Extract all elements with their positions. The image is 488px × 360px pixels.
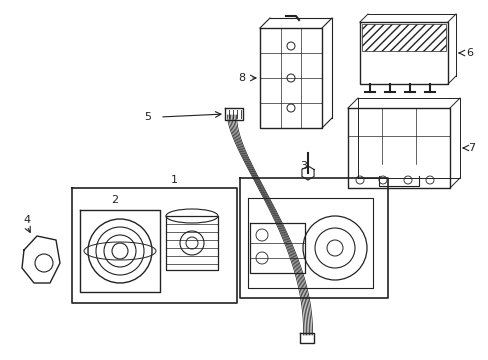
Text: 2: 2 bbox=[111, 195, 118, 205]
Text: 1: 1 bbox=[170, 175, 177, 185]
Text: 3: 3 bbox=[300, 161, 307, 171]
Ellipse shape bbox=[165, 209, 218, 223]
Text: 4: 4 bbox=[23, 215, 30, 225]
Text: 5: 5 bbox=[144, 112, 151, 122]
Text: 8: 8 bbox=[238, 73, 245, 83]
Text: 7: 7 bbox=[468, 143, 475, 153]
Text: 6: 6 bbox=[466, 48, 472, 58]
Bar bbox=[361, 24, 445, 51]
